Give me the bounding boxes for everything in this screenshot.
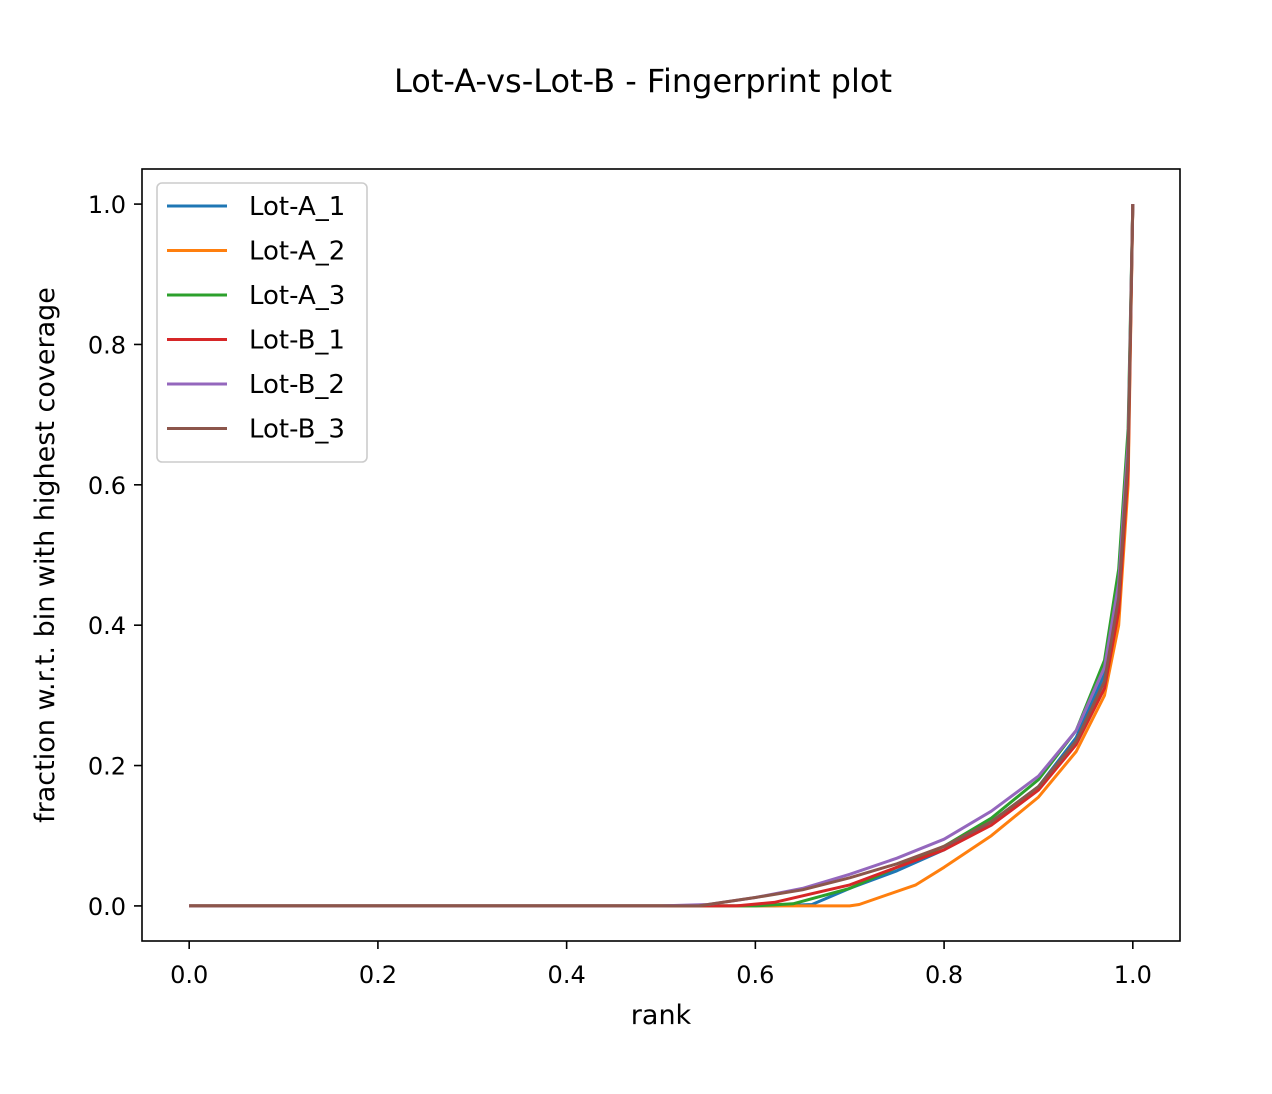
x-tick-label: 0.0 [170,961,208,989]
y-tick-label: 0.4 [88,612,126,640]
x-tick-label: 0.6 [736,961,774,989]
series-line-lot-b-1 [189,204,1135,908]
legend-box [156,182,368,463]
series-lines [189,204,1135,908]
y-tick-label: 0.2 [88,753,126,781]
legend-label: Lot-B_2 [249,370,345,400]
legend-label: Lot-A_1 [249,192,345,222]
y-axis-label: fraction w.r.t. bin with highest coverag… [30,287,61,823]
legend-label: Lot-B_3 [249,415,345,445]
chart-title: Lot-A-vs-Lot-B - Fingerprint plot [394,62,892,100]
legend: Lot-A_1 Lot-A_2 Lot-A_3 Lot-B_1 Lot-B_2 Lot-B… [156,182,368,463]
y-tick-label: 1.0 [88,191,126,219]
series-line-lot-b-3 [189,204,1135,908]
x-axis-label: rank [631,1000,692,1031]
x-axis: 0.0 0.2 0.4 0.6 0.8 1.0 [170,941,1152,989]
series-line-lot-a-3 [189,204,1135,908]
y-tick-label: 0.8 [88,331,126,359]
y-tick-label: 0.6 [88,472,126,500]
y-axis: 0.0 0.2 0.4 0.6 0.8 1.0 [88,191,142,921]
x-tick-label: 0.4 [548,961,586,989]
legend-label: Lot-A_2 [249,237,345,267]
plot-frame [141,168,1181,942]
legend-label: Lot-A_3 [249,281,345,311]
x-tick-label: 0.8 [925,961,963,989]
legend-label: Lot-B_1 [249,326,345,356]
x-tick-label: 0.2 [359,961,397,989]
y-tick-label: 0.0 [88,893,126,921]
x-tick-label: 1.0 [1114,961,1152,989]
